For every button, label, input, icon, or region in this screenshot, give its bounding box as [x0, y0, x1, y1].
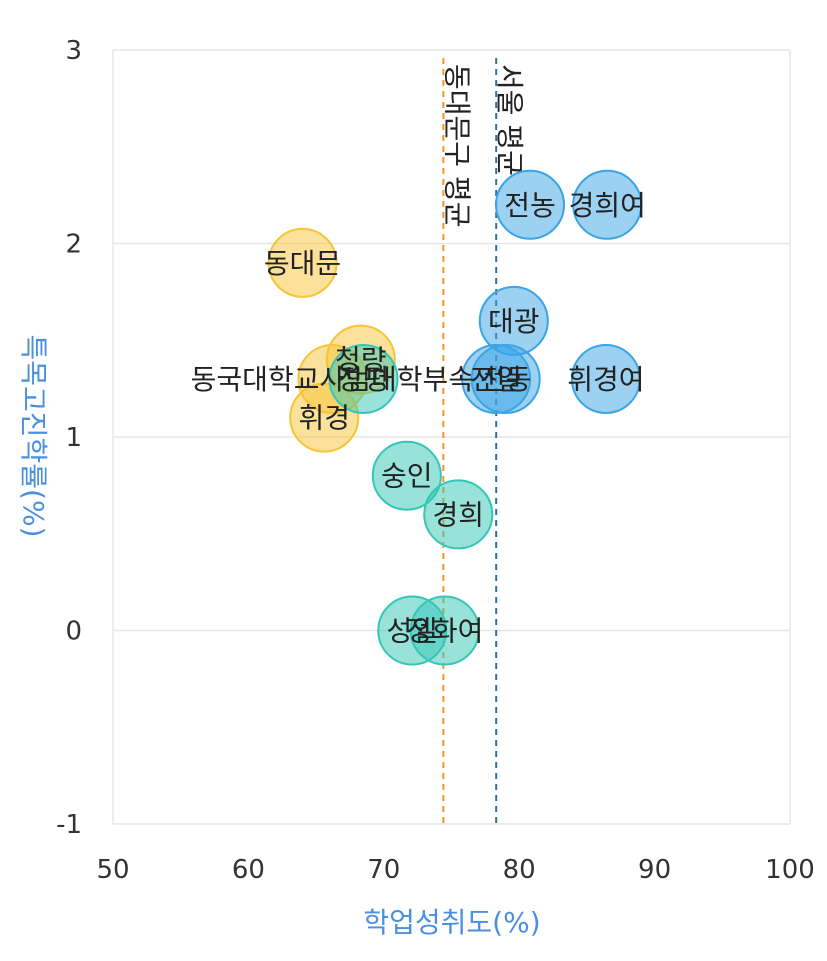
reference-lines: 동대문구 평균 서울 평균 [440, 58, 526, 824]
bubble-label: 전농 [504, 189, 556, 222]
bubble [423, 479, 494, 550]
bubble-label: 정화여 [406, 615, 483, 648]
bubble-label: 경희 [433, 498, 485, 531]
bubble-label: 장평 [338, 363, 390, 396]
y-axis-ticks: 3 2 1 0 -1 [56, 36, 82, 840]
x-axis-ticks: 50 60 70 80 90 100 [96, 855, 814, 885]
y-tick-label: 0 [65, 617, 82, 647]
bubble [267, 227, 338, 298]
bubble-label: 동대문 [264, 247, 341, 280]
bubbles [267, 169, 643, 666]
x-axis-title: 학업성취도(%) [363, 906, 540, 939]
bubble-label: 동국대학교사범대학부속 [191, 363, 474, 396]
bubble [495, 169, 566, 240]
x-tick-label: 80 [503, 855, 536, 885]
reference-line-label: 서울 평균 [493, 64, 526, 176]
bubble-label: 청량 [335, 344, 387, 377]
x-tick-label: 50 [96, 855, 129, 885]
bubble-label: 경희여 [569, 189, 646, 222]
bubble-label: 성일 [386, 615, 438, 648]
y-tick-label: 1 [65, 423, 82, 453]
y-axis-title: 특목고진학률(%) [17, 334, 50, 537]
bubble-label: 휘경 [298, 402, 350, 435]
bubble [570, 343, 641, 414]
x-tick-label: 60 [232, 855, 265, 885]
bubble [572, 169, 643, 240]
reference-line-label: 동대문구 평균 [440, 64, 473, 227]
y-tick-label: 2 [65, 230, 82, 260]
bubble [409, 595, 480, 666]
x-tick-label: 90 [638, 855, 671, 885]
bubble-label: 대광 [488, 305, 540, 338]
x-tick-label: 70 [367, 855, 400, 885]
bubble [371, 440, 442, 511]
bubble-label: 숭인 [381, 460, 433, 493]
y-tick-label: 3 [65, 36, 82, 66]
bubble-label: 전일 [470, 363, 522, 396]
bubble-label: 휘경여 [567, 363, 644, 396]
bubble-label: 전동 [480, 363, 532, 396]
y-tick-label: -1 [56, 810, 82, 840]
bubble [470, 343, 541, 414]
x-tick-label: 100 [765, 855, 815, 885]
bubble [328, 343, 399, 414]
